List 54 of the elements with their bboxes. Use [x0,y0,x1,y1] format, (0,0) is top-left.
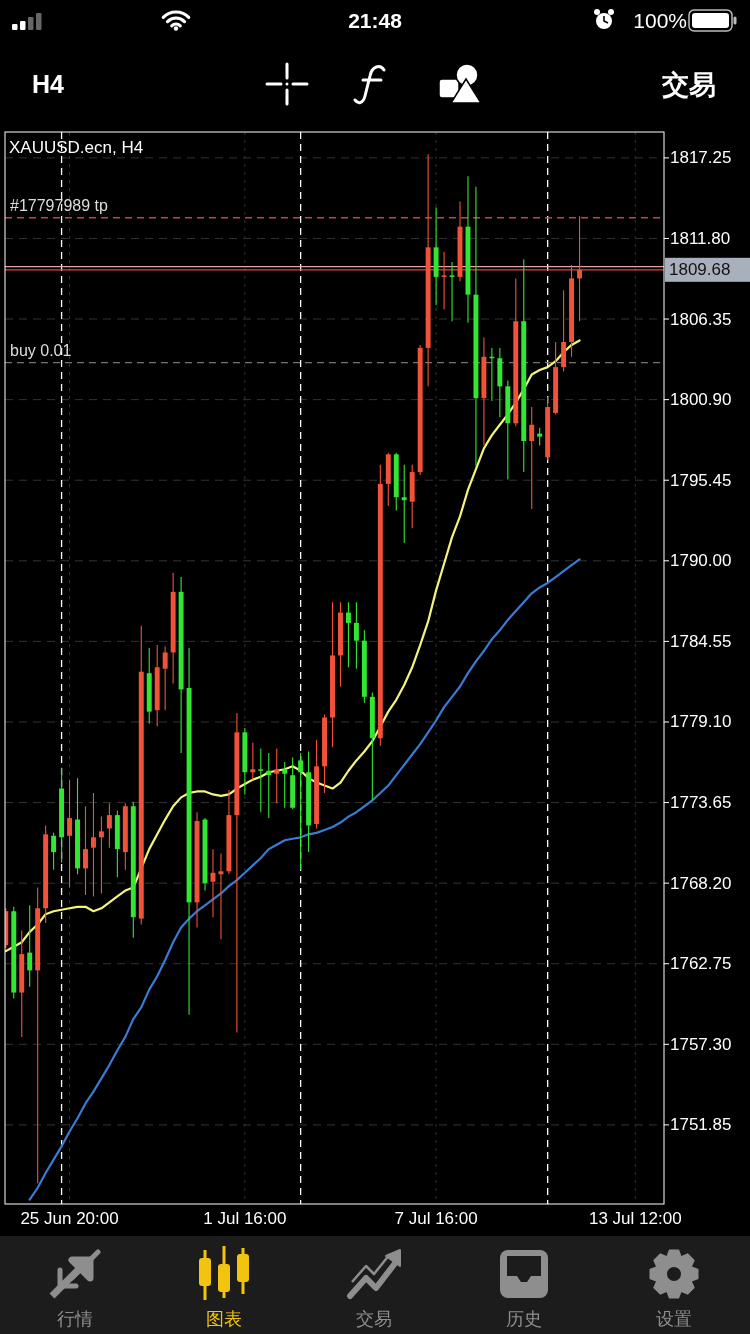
text: 交易 [661,70,716,100]
line-series [5,339,581,953]
text: 21:48 [348,9,403,32]
candlestick [282,761,288,809]
y-tick-label: 1806.35 [670,309,732,329]
candlestick [83,805,88,896]
candlestick [441,251,447,310]
y-tick-label: 1757.30 [670,1034,732,1054]
y-tick-label: 1768.20 [670,873,732,893]
candlestick [266,752,272,819]
y-tick-label: 1779.10 [670,712,732,732]
candlestick [401,464,407,544]
y-tick-label: 1773.65 [670,793,732,813]
x-tick-label: 7 Jul 16:00 [394,1209,478,1228]
y-tick-label: 1784.55 [670,631,732,651]
candlestick [250,742,256,781]
y-tick-label: 1800.90 [670,390,732,410]
candlestick [106,802,112,849]
y-tick-label: 1817.25 [670,148,732,168]
candlestick [98,816,104,895]
candlestick [218,853,224,940]
candlestick [67,779,73,889]
candlestick [51,832,57,871]
y-tick-label: 1795.45 [670,470,732,490]
candlestick [577,215,582,322]
candlestick [298,752,304,871]
candlestick [162,646,168,711]
candlestick [90,792,96,897]
text: 交易 [356,1309,392,1329]
text: H4 [32,70,65,98]
chart-title: XAUUSD.ecn, H4 [9,138,144,157]
text: 100% [633,9,687,32]
y-tick-label: 1762.75 [670,954,732,974]
candlestick [274,748,280,804]
line-series [28,558,581,1201]
x-tick-label: 25 Jun 20:00 [20,1209,119,1228]
candlestick [353,601,359,670]
x-tick-label: 1 Jul 16:00 [203,1209,287,1228]
x-tick-label: 13 Jul 12:00 [588,1209,682,1228]
candlestick [258,748,264,813]
y-tick-label: 1751.85 [670,1115,732,1135]
text: 图表 [206,1309,242,1329]
text: 行情 [57,1309,93,1329]
candlestick [345,601,351,668]
candlestick [529,406,535,510]
text: 设置 [656,1309,692,1329]
candlestick [27,904,33,988]
y-tick-label: 1790.00 [670,551,732,571]
ref-line-label: 1809.68 [669,260,731,280]
y-tick-label: 1811.80 [670,228,731,248]
ref-line-label: #17797989 tp [10,196,108,214]
candlestick [449,261,455,322]
ref-line-label: buy 0.01 [10,341,72,359]
text: 历史 [506,1309,542,1329]
